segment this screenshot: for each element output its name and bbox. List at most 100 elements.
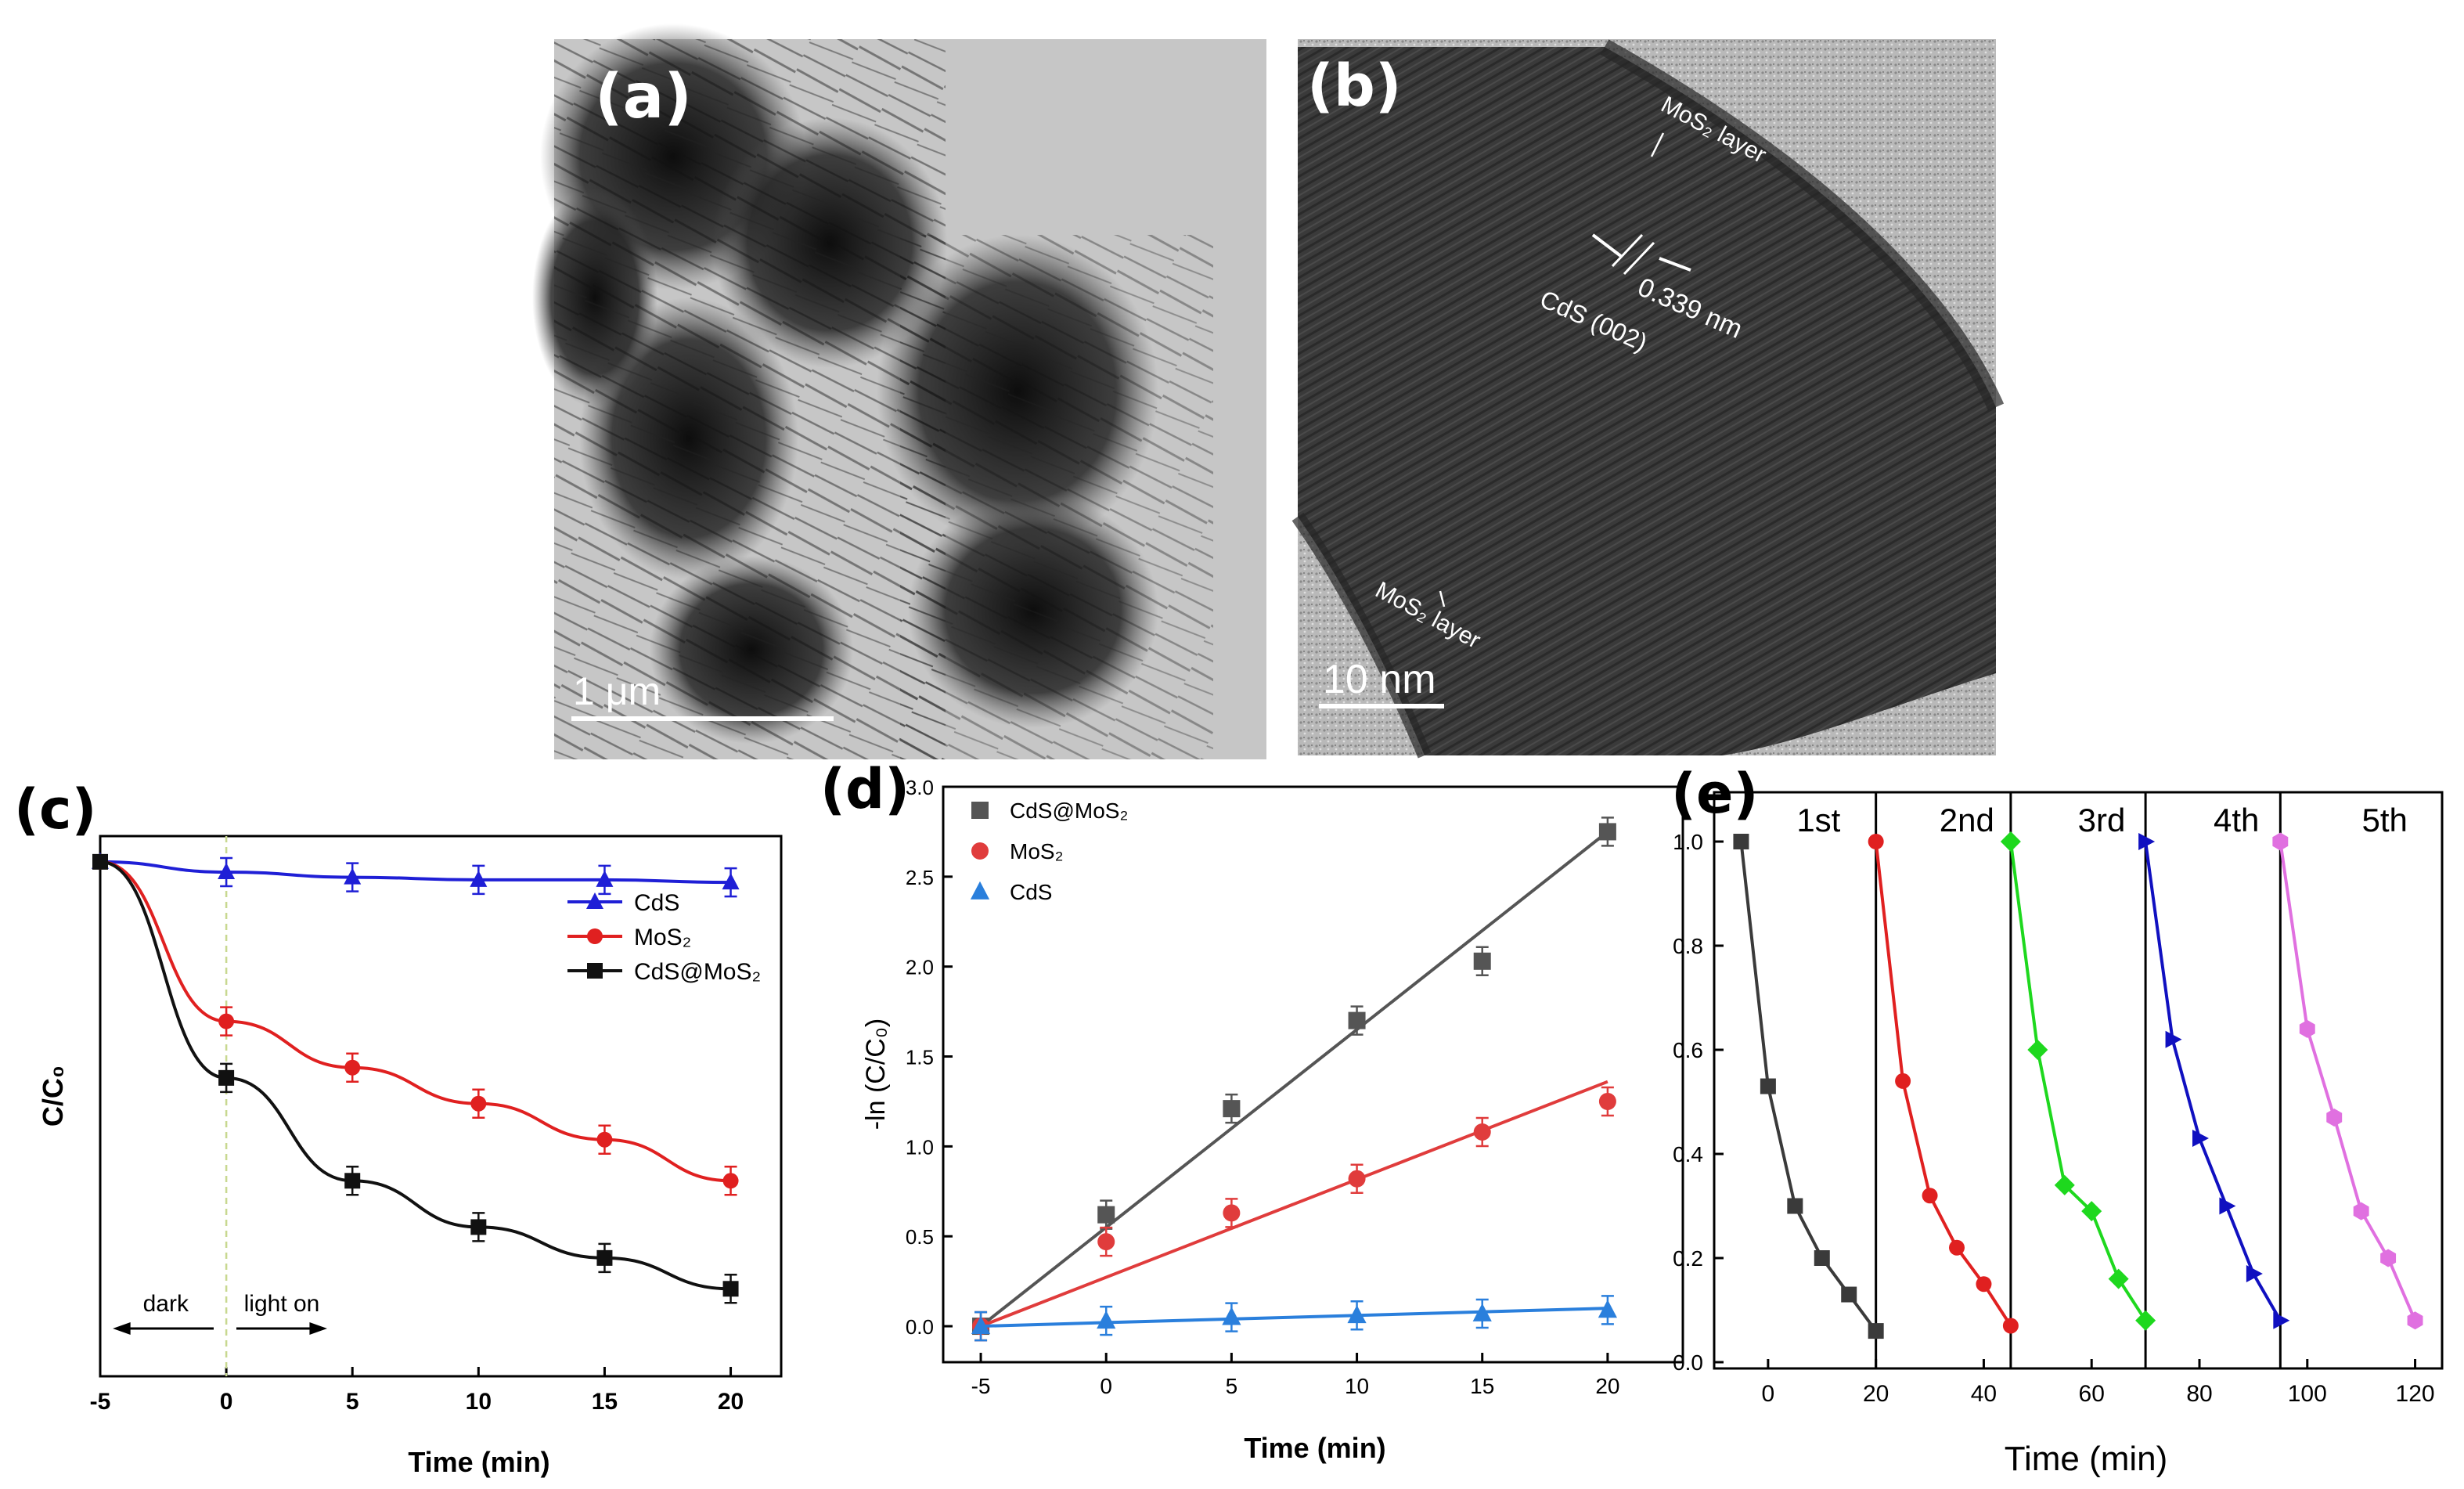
nanofiber-clusters	[532, 23, 1213, 759]
legend-marker-c	[587, 928, 603, 944]
data-point-e	[2246, 1264, 2263, 1282]
data-point-c	[344, 1059, 361, 1076]
cycle-label: 1st	[1796, 802, 1840, 838]
data-point-e	[2407, 1311, 2423, 1330]
mos2-layer-bottom	[1291, 512, 1432, 759]
series-d-2	[971, 1295, 1617, 1342]
data-point-d	[1097, 1310, 1116, 1329]
series-e-4	[2272, 832, 2423, 1330]
data-point-d	[1598, 1300, 1617, 1318]
arrowhead-dark	[113, 1322, 131, 1335]
plot-area-c: -5 0 5 10 15 20 dark light on CdS MoS₂ CdS@MoS₂	[90, 836, 761, 1415]
data-point-c	[470, 1219, 487, 1235]
x-tick-label-e: 40	[1971, 1381, 1997, 1407]
data-point-e	[2135, 1310, 2156, 1331]
data-point-d	[1472, 1303, 1492, 1321]
data-point-c	[596, 1249, 613, 1266]
data-point-d	[1222, 1307, 1241, 1325]
data-point-c	[596, 870, 614, 887]
x-axis-label-e: Time (min)	[2005, 1440, 2168, 1478]
series-d-0	[972, 817, 1616, 1342]
panel-c: (c) -5 0 5 10 15 20 dark light on CdS MoS₂ CdS@MoS…	[14, 777, 783, 1478]
scale-bar-b-label: 10 nm	[1323, 657, 1436, 702]
x-tick-label-d: 10	[1345, 1374, 1369, 1398]
series-line-e	[2144, 841, 2282, 1321]
series-line-c	[99, 860, 731, 1183]
series-c-1	[92, 853, 739, 1196]
x-tick-label-c: 15	[592, 1389, 618, 1415]
y-tick-label-d: 0.5	[906, 1225, 934, 1249]
data-point-e	[2192, 1130, 2209, 1148]
x-tick-label-c: 0	[220, 1389, 233, 1415]
mos2-layer-arrow-bottom	[1439, 590, 1446, 607]
legend-label-d: MoS₂	[1010, 839, 1063, 863]
y-tick-label-e: 0.2	[1673, 1246, 1703, 1271]
data-point-d	[1473, 1123, 1491, 1141]
legend-label-d: CdS	[1010, 880, 1052, 904]
data-point-e	[1868, 834, 1884, 849]
legend-marker-c	[587, 963, 603, 979]
series-e-2	[2000, 831, 2156, 1331]
data-point-d	[1097, 1206, 1115, 1224]
y-tick-label-d: 1.5	[906, 1046, 934, 1069]
series-c-0	[92, 852, 740, 898]
plot-area-e: 0 20 40 60 80 100 120 0.0 0.2 0.4 0.6 0.8 1.0 1st 2nd 3…	[1673, 792, 2435, 1407]
legend-marker-d	[970, 881, 990, 900]
data-point-e	[2326, 1108, 2343, 1127]
data-point-e	[1841, 1286, 1857, 1303]
data-point-e	[2000, 831, 2021, 852]
data-point-e	[2353, 1202, 2369, 1220]
panel-a: (a) 1 μm	[532, 23, 1266, 759]
y-axis-label-c: C/C₀	[37, 1065, 69, 1127]
x-axis-label-c: Time (min)	[408, 1446, 549, 1478]
data-point-c	[92, 853, 108, 870]
fit-line-d	[979, 830, 1609, 1328]
data-point-e	[2081, 1201, 2102, 1222]
data-point-e	[2272, 832, 2289, 851]
legend-d: CdS@MoS₂ MoS₂ CdS	[970, 799, 1128, 904]
arrowhead-light	[309, 1322, 327, 1335]
data-point-c	[344, 867, 362, 885]
legend-label-c: MoS₂	[634, 925, 691, 950]
data-point-e	[2219, 1197, 2236, 1215]
plot-frame-d	[942, 785, 1684, 1364]
legend-label-c: CdS@MoS₂	[634, 959, 761, 985]
x-tick-label-c: 10	[466, 1389, 492, 1415]
data-point-e	[2380, 1249, 2397, 1267]
legend-marker-c	[586, 892, 603, 909]
data-point-e	[1922, 1188, 1938, 1204]
x-tick-label-e: 20	[1863, 1381, 1889, 1407]
data-point-d	[1598, 1092, 1616, 1110]
panel-d: (d) -5 0 5 10 15 20 0.0 0.5 1.0 1.5 2.0 2.5 3.0 CdS@M…	[820, 757, 1684, 1464]
x-tick-label-c: -5	[90, 1389, 111, 1415]
mos2-layer-arrow-top	[1650, 132, 1665, 157]
annotation-light-on: light on	[244, 1291, 320, 1317]
x-tick-label-e: 100	[2288, 1381, 2327, 1407]
x-tick-label-e: 80	[2186, 1381, 2212, 1407]
legend-marker-d	[971, 802, 989, 819]
data-point-e	[1976, 1276, 1992, 1293]
y-tick-label-d: 3.0	[906, 776, 934, 799]
data-point-e	[1733, 834, 1749, 849]
data-point-e	[2165, 1030, 2182, 1048]
x-tick-label-d: 0	[1100, 1374, 1112, 1398]
data-point-e	[1814, 1250, 1830, 1266]
data-point-e	[1949, 1239, 1965, 1256]
data-point-d	[1347, 1305, 1367, 1324]
y-tick-label-d: 0.0	[906, 1315, 934, 1339]
y-tick-label-e: 0.4	[1673, 1142, 1703, 1166]
data-point-e	[1760, 1078, 1776, 1094]
series-e-1	[1868, 834, 2019, 1334]
plot-frame-c	[99, 835, 783, 1378]
scale-bar-a-label: 1 μm	[573, 669, 661, 713]
series-d-1	[972, 1080, 1616, 1342]
data-point-c	[722, 873, 740, 890]
data-point-d	[1097, 1233, 1115, 1251]
mos2-layer-top	[1600, 39, 2005, 411]
data-point-d	[1223, 1204, 1241, 1222]
fit-line-d	[980, 1307, 1608, 1329]
data-point-e	[2054, 1174, 2075, 1195]
data-point-e	[2027, 1040, 2048, 1060]
particle-core	[1298, 47, 1996, 755]
lattice-spacing-marker	[1591, 233, 1691, 276]
